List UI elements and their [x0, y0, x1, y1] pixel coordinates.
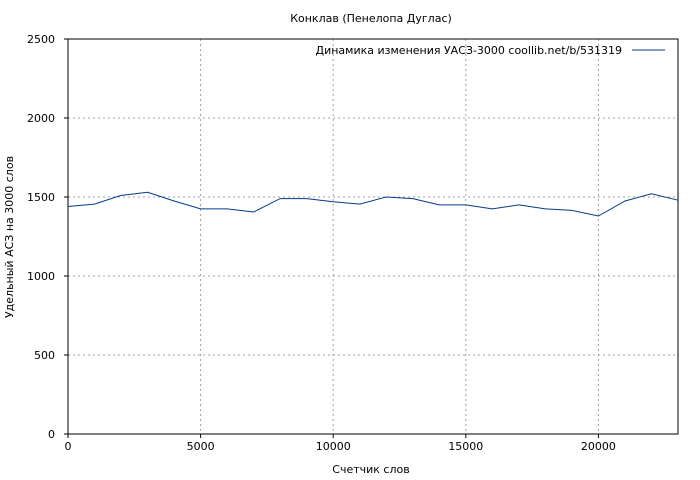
plot-area-border	[67, 38, 679, 435]
series-line	[67, 191, 679, 217]
grid	[68, 39, 678, 434]
y-tick-label: 1500	[27, 191, 55, 204]
series-layer	[67, 191, 679, 217]
x-tick-label: 20000	[581, 440, 616, 453]
legend-label: Динамика изменения УАСЗ-3000 coollib.net…	[316, 44, 623, 57]
x-tick-label: 0	[65, 440, 72, 453]
axis-ticks: 0 5000 10000 15000 20000 0 500 1000 1500 2000 2500	[27, 33, 616, 453]
x-tick-label: 15000	[448, 440, 483, 453]
x-tick-label: 10000	[316, 440, 351, 453]
chart-title: Конклав (Пенелопа Дуглас)	[290, 12, 452, 25]
y-tick-label: 500	[34, 349, 55, 362]
y-axis-label: Удельный АСЗ на 3000 слов	[3, 156, 16, 318]
y-tick-label: 1000	[27, 270, 55, 283]
y-tick-label: 2500	[27, 33, 55, 46]
x-tick-label: 5000	[187, 440, 215, 453]
y-tick-label: 2000	[27, 112, 55, 125]
x-axis-label: Счетчик слов	[332, 463, 409, 476]
legend: Динамика изменения УАСЗ-3000 coollib.net…	[316, 44, 665, 57]
y-tick-label: 0	[48, 428, 55, 441]
